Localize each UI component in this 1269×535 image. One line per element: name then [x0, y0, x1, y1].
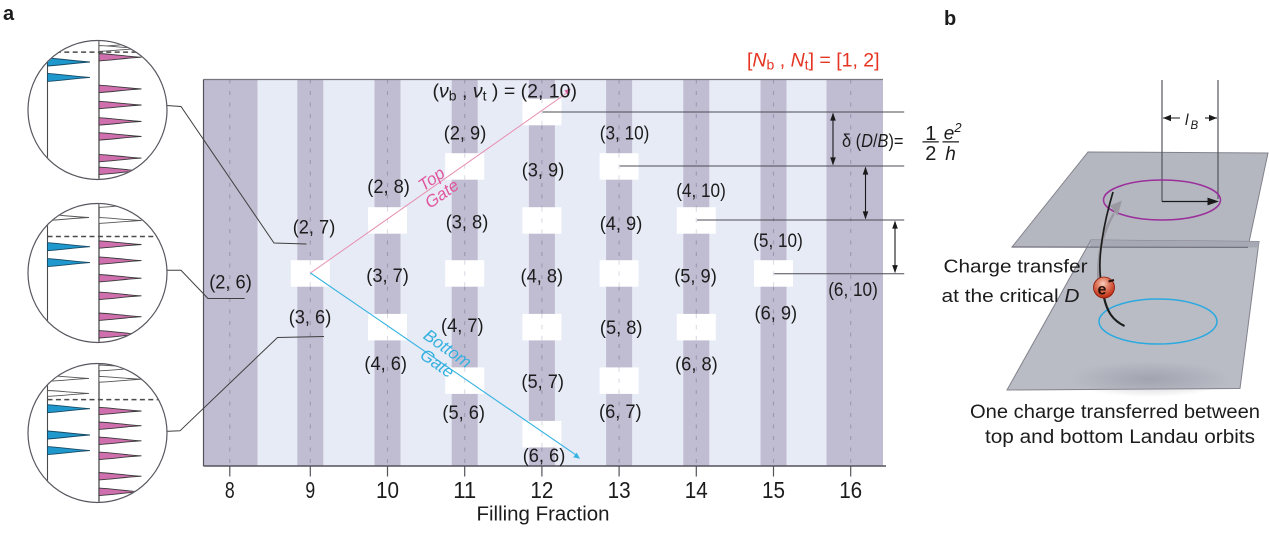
svg-text:8: 8	[225, 477, 235, 503]
svg-text:(2, 6): (2, 6)	[209, 273, 252, 294]
svg-text:(3, 8): (3, 8)	[446, 213, 489, 234]
svg-text:12: 12	[530, 477, 553, 503]
svg-text:One charge transferred between: One charge transferred between	[970, 402, 1260, 423]
svg-text:(5, 6): (5, 6)	[442, 403, 485, 424]
svg-text:(4, 8): (4, 8)	[521, 266, 564, 287]
svg-text:(6, 6): (6, 6)	[523, 446, 566, 467]
svg-text:(2, 9): (2, 9)	[444, 124, 487, 145]
svg-text:(5, 9): (5, 9)	[674, 266, 717, 287]
svg-text:11: 11	[453, 477, 476, 503]
svg-text:9: 9	[305, 477, 315, 503]
svg-text:e: e	[1098, 282, 1107, 299]
svg-text:(3, 6): (3, 6)	[289, 308, 332, 329]
svg-text:(3, 7): (3, 7)	[366, 266, 409, 287]
svg-text:h: h	[945, 144, 956, 165]
svg-text:(6, 9): (6, 9)	[755, 304, 798, 325]
svg-text:B: B	[1191, 120, 1199, 132]
svg-text:(4, 10): (4, 10)	[676, 181, 726, 202]
svg-text:(6, 10): (6, 10)	[828, 280, 878, 301]
svg-text:(5, 10): (5, 10)	[753, 231, 803, 252]
svg-text:(2, 7): (2, 7)	[293, 218, 336, 239]
svg-text:b: b	[944, 8, 956, 30]
svg-text:(4, 6): (4, 6)	[364, 354, 407, 375]
svg-text:(5, 8): (5, 8)	[600, 318, 643, 339]
svg-text:Charge transfer: Charge transfer	[944, 257, 1088, 277]
svg-text:l: l	[1185, 112, 1189, 129]
svg-text:a: a	[3, 3, 15, 25]
svg-text:Filling Fraction: Filling Fraction	[477, 503, 610, 526]
svg-text:(2, 8): (2, 8)	[367, 177, 410, 198]
svg-text:14: 14	[685, 477, 708, 503]
svg-text:(6, 7): (6, 7)	[599, 402, 642, 423]
svg-text:[Nb , Nt] = [1, 2]: [Nb , Nt] = [1, 2]	[747, 50, 880, 73]
svg-text:2: 2	[925, 143, 936, 165]
svg-text:15: 15	[762, 477, 785, 503]
svg-text:(5, 7): (5, 7)	[521, 372, 564, 393]
svg-text:16: 16	[839, 477, 862, 503]
svg-text:10: 10	[376, 477, 399, 503]
svg-text:13: 13	[608, 477, 631, 503]
svg-text:at the critical D: at the critical D	[942, 286, 1080, 306]
svg-text:δ (D/B)=: δ (D/B)=	[842, 130, 904, 151]
svg-text:top and bottom Landau orbits: top and bottom Landau orbits	[985, 427, 1255, 448]
svg-text:(4, 7): (4, 7)	[441, 316, 484, 337]
svg-text:(3, 9): (3, 9)	[522, 160, 565, 181]
svg-text:(6, 8): (6, 8)	[675, 355, 718, 376]
svg-text:(3, 10): (3, 10)	[600, 124, 650, 145]
svg-text:e2: e2	[944, 120, 963, 145]
svg-text:(4, 9): (4, 9)	[600, 214, 643, 235]
